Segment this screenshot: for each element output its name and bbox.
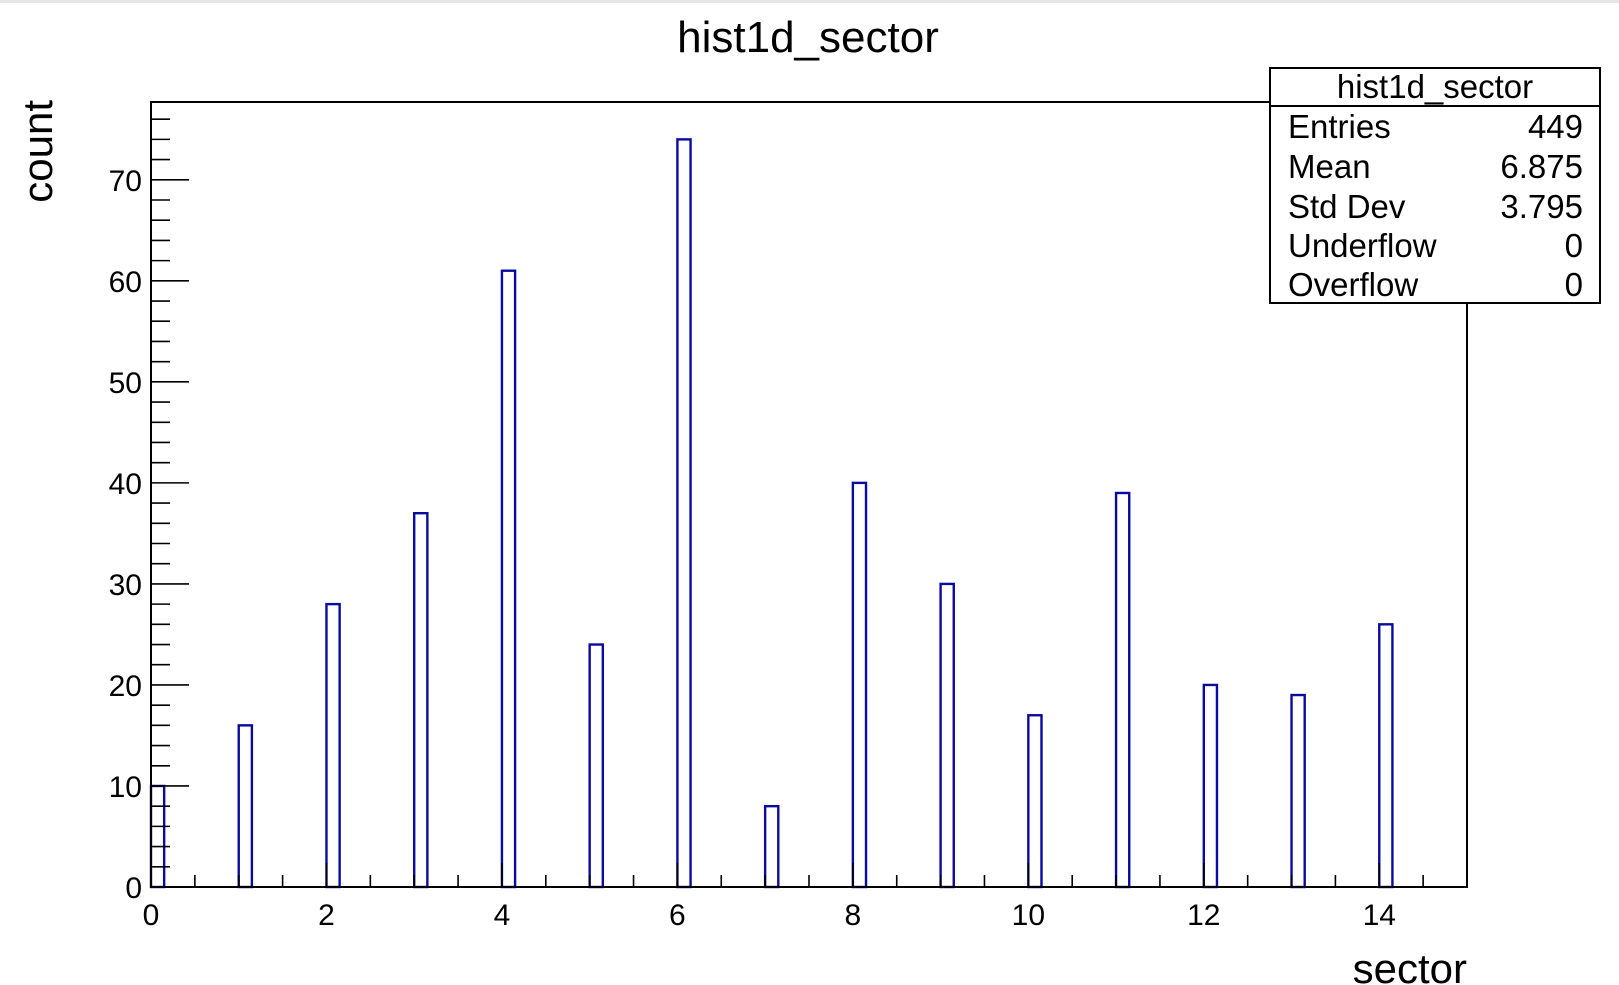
x-tick-label-2: 2 <box>318 899 335 932</box>
stats-box-frame <box>1269 67 1601 304</box>
stats-label-entries: Entries <box>1288 108 1391 145</box>
x-tick-label-6: 6 <box>669 899 686 932</box>
x-tick-label-0: 0 <box>143 899 160 932</box>
bar-0 <box>149 784 166 889</box>
y-tick-label-30: 30 <box>109 569 142 602</box>
y-tick-label-50: 50 <box>109 367 142 400</box>
y-axis: 0 10 20 30 40 50 60 70 <box>109 118 189 905</box>
bar-11 <box>1114 491 1131 889</box>
stats-label-std-dev: Std Dev <box>1288 188 1406 225</box>
bar-8 <box>851 481 868 889</box>
stats-box: hist1d_sector Entries 449 Mean 6.875 Std… <box>1269 67 1601 304</box>
bar-4 <box>500 269 517 889</box>
bar-6 <box>676 138 692 889</box>
x-tick-label-12: 12 <box>1187 899 1220 932</box>
bar-13 <box>1290 693 1306 889</box>
stats-value-entries: 449 <box>1528 108 1583 145</box>
bar-3 <box>413 511 429 889</box>
bars-group <box>149 138 1394 889</box>
bar-9 <box>939 582 955 889</box>
y-tick-label-70: 70 <box>109 165 142 198</box>
stats-box-title: hist1d_sector <box>1337 68 1533 105</box>
x-tick-label-14: 14 <box>1363 899 1396 932</box>
stats-label-underflow: Underflow <box>1288 227 1437 264</box>
y-tick-label-20: 20 <box>109 670 142 703</box>
stats-value-std-dev: 3.795 <box>1500 188 1583 225</box>
chart-title: hist1d_sector <box>677 13 939 62</box>
bar-10 <box>1027 714 1043 889</box>
bar-2 <box>325 602 341 889</box>
x-axis: 0 2 4 6 8 10 12 14 <box>143 863 1468 932</box>
stats-label-mean: Mean <box>1288 148 1371 185</box>
x-tick-label-10: 10 <box>1012 899 1045 932</box>
y-tick-label-10: 10 <box>109 771 142 804</box>
x-tick-label-4: 4 <box>494 899 511 932</box>
bar-14 <box>1378 623 1394 889</box>
y-tick-label-40: 40 <box>109 468 142 501</box>
bar-5 <box>588 643 605 889</box>
x-axis-label: sector <box>1353 945 1467 985</box>
top-border <box>0 0 1619 3</box>
stats-label-overflow: Overflow <box>1288 266 1418 303</box>
stats-value-mean: 6.875 <box>1500 148 1583 185</box>
y-axis-label: count <box>14 100 61 203</box>
stats-value-overflow: 0 <box>1565 266 1583 303</box>
x-tick-label-8: 8 <box>845 899 862 932</box>
bar-7 <box>763 804 780 889</box>
stats-value-underflow: 0 <box>1565 227 1583 264</box>
bar-12 <box>1202 683 1219 889</box>
bar-1 <box>237 724 254 889</box>
y-tick-label-0: 0 <box>125 872 142 905</box>
y-tick-label-60: 60 <box>109 266 142 299</box>
